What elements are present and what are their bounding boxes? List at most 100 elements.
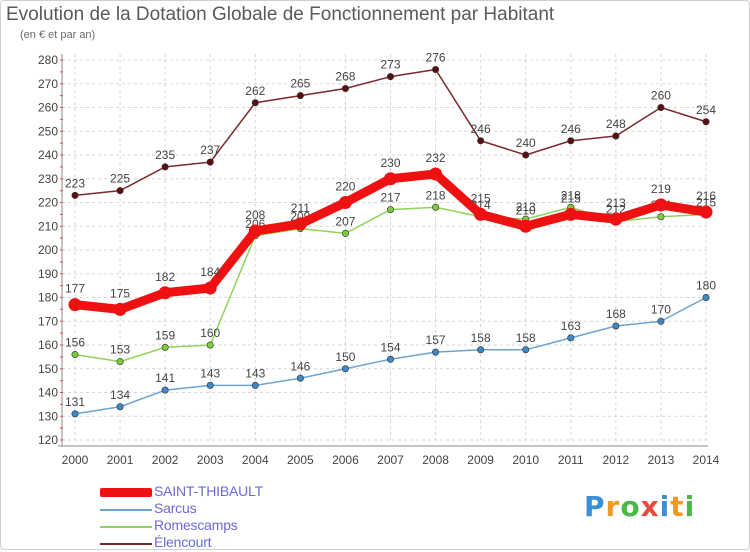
data-point-saint-thibault — [293, 217, 307, 231]
data-point-sarcus — [116, 403, 124, 411]
y-tick-label: 120 — [38, 433, 58, 447]
y-tick-label: 160 — [38, 338, 58, 352]
data-label-romescamps: 153 — [110, 343, 130, 357]
data-point-elencourt — [657, 104, 665, 112]
legend-swatch-elencourt — [100, 542, 152, 545]
x-tick-label: 2004 — [242, 453, 269, 467]
data-label-sarcus: 168 — [606, 307, 626, 321]
data-label-saint-thibault: 175 — [110, 286, 130, 300]
y-tick-label: 190 — [38, 267, 58, 281]
data-point-elencourt — [702, 118, 710, 126]
data-point-saint-thibault — [519, 219, 533, 233]
y-tick-label: 140 — [38, 386, 58, 400]
data-point-saint-thibault — [68, 298, 82, 312]
proxiti-logo: Proxiti — [584, 490, 695, 523]
data-point-elencourt — [161, 163, 169, 171]
data-label-saint-thibault: 208 — [245, 208, 265, 222]
data-point-romescamps — [341, 229, 349, 237]
data-label-saint-thibault: 211 — [291, 201, 310, 215]
data-label-elencourt: 248 — [606, 117, 626, 131]
data-label-sarcus: 150 — [335, 350, 355, 364]
data-point-saint-thibault — [203, 281, 217, 295]
x-tick-label: 2012 — [603, 453, 630, 467]
data-label-romescamps: 217 — [380, 191, 400, 205]
data-point-sarcus — [386, 355, 394, 363]
x-tick-label: 2014 — [693, 453, 720, 467]
data-point-sarcus — [71, 410, 79, 418]
data-label-romescamps: 156 — [65, 336, 85, 350]
data-point-sarcus — [432, 348, 440, 356]
data-label-sarcus: 163 — [561, 319, 581, 333]
data-label-romescamps: 218 — [426, 188, 446, 202]
data-point-saint-thibault — [113, 302, 127, 316]
data-point-elencourt — [206, 158, 214, 166]
x-tick-label: 2013 — [648, 453, 675, 467]
data-point-sarcus — [296, 374, 304, 382]
legend-label-sarcus: Sarcus — [154, 500, 197, 516]
data-label-romescamps: 207 — [335, 214, 355, 228]
data-point-sarcus — [522, 346, 530, 354]
data-point-elencourt — [296, 92, 304, 100]
y-tick-label: 280 — [38, 53, 58, 67]
data-label-elencourt: 237 — [200, 143, 220, 157]
x-tick-label: 2002 — [152, 453, 179, 467]
data-label-saint-thibault: 182 — [155, 270, 175, 284]
data-point-sarcus — [702, 293, 710, 301]
data-point-elencourt — [71, 191, 79, 199]
data-point-saint-thibault — [338, 196, 352, 209]
data-label-saint-thibault: 219 — [651, 182, 671, 196]
data-label-elencourt: 262 — [245, 84, 265, 98]
y-tick-label: 270 — [38, 77, 58, 91]
data-point-romescamps — [657, 213, 665, 221]
data-label-sarcus: 141 — [155, 371, 175, 385]
legend-label-elencourt: Élencourt — [154, 534, 212, 550]
data-point-sarcus — [612, 322, 620, 330]
data-label-elencourt: 273 — [380, 58, 400, 72]
data-label-sarcus: 180 — [696, 279, 716, 293]
data-label-elencourt: 260 — [651, 89, 671, 103]
data-label-sarcus: 131 — [65, 395, 85, 409]
data-point-sarcus — [567, 334, 575, 342]
data-label-elencourt: 235 — [155, 148, 175, 162]
data-label-romescamps: 213 — [516, 200, 536, 214]
x-tick-label: 2010 — [512, 453, 539, 467]
legend-label-saint-thibault: SAINT-THIBAULT — [154, 483, 263, 499]
data-label-romescamps: 159 — [155, 328, 175, 342]
x-tick-label: 2000 — [62, 453, 89, 467]
legend-swatch-sarcus — [100, 508, 152, 511]
y-tick-label: 220 — [38, 196, 58, 210]
data-point-saint-thibault — [564, 207, 578, 221]
x-tick-label: 2005 — [287, 453, 314, 467]
y-tick-label: 260 — [38, 101, 58, 115]
data-label-saint-thibault: 216 — [696, 189, 716, 203]
x-tick-label: 2006 — [332, 453, 359, 467]
logo-letter: r — [605, 490, 621, 523]
data-point-saint-thibault — [474, 207, 488, 221]
data-point-elencourt — [341, 85, 349, 93]
data-point-romescamps — [116, 358, 124, 366]
data-label-romescamps: 160 — [200, 326, 220, 340]
y-tick-label: 250 — [38, 124, 58, 138]
data-point-romescamps — [386, 206, 394, 214]
data-point-sarcus — [341, 365, 349, 373]
logo-letter: i — [684, 490, 696, 523]
data-label-saint-thibault: 220 — [335, 180, 355, 194]
y-tick-label: 240 — [38, 148, 58, 162]
legend-swatch-romescamps — [100, 525, 152, 528]
data-label-saint-thibault: 232 — [426, 151, 446, 165]
data-point-elencourt — [432, 66, 440, 74]
data-point-romescamps — [432, 203, 440, 211]
data-point-elencourt — [116, 187, 124, 195]
y-tick-label: 200 — [38, 243, 58, 257]
logo-letter: o — [620, 490, 641, 523]
data-label-saint-thibault: 210 — [516, 203, 536, 217]
data-point-romescamps — [206, 341, 214, 349]
data-label-elencourt: 246 — [561, 122, 581, 136]
data-label-elencourt: 246 — [471, 122, 491, 136]
data-label-saint-thibault: 184 — [200, 265, 220, 279]
data-point-romescamps — [161, 343, 169, 351]
y-tick-label: 130 — [38, 409, 58, 423]
data-point-saint-thibault — [248, 224, 262, 238]
logo-letter: t — [670, 490, 685, 523]
y-tick-label: 170 — [38, 314, 58, 328]
